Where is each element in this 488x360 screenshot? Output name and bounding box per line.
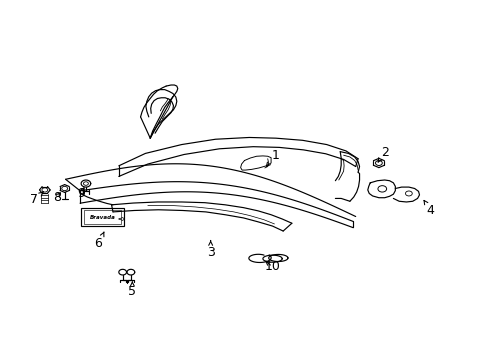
- Text: 10: 10: [264, 260, 280, 273]
- Text: 2: 2: [377, 146, 388, 162]
- Bar: [83, 210, 121, 224]
- Text: Bravada: Bravada: [89, 215, 115, 220]
- Text: 5: 5: [128, 282, 136, 298]
- Text: 8: 8: [53, 190, 61, 203]
- Text: 7: 7: [30, 192, 43, 206]
- Text: 3: 3: [206, 240, 214, 259]
- Text: 1: 1: [266, 149, 279, 166]
- Bar: [81, 208, 123, 226]
- Text: 9: 9: [77, 187, 85, 200]
- Text: 4: 4: [423, 201, 434, 217]
- Text: 6: 6: [94, 232, 104, 250]
